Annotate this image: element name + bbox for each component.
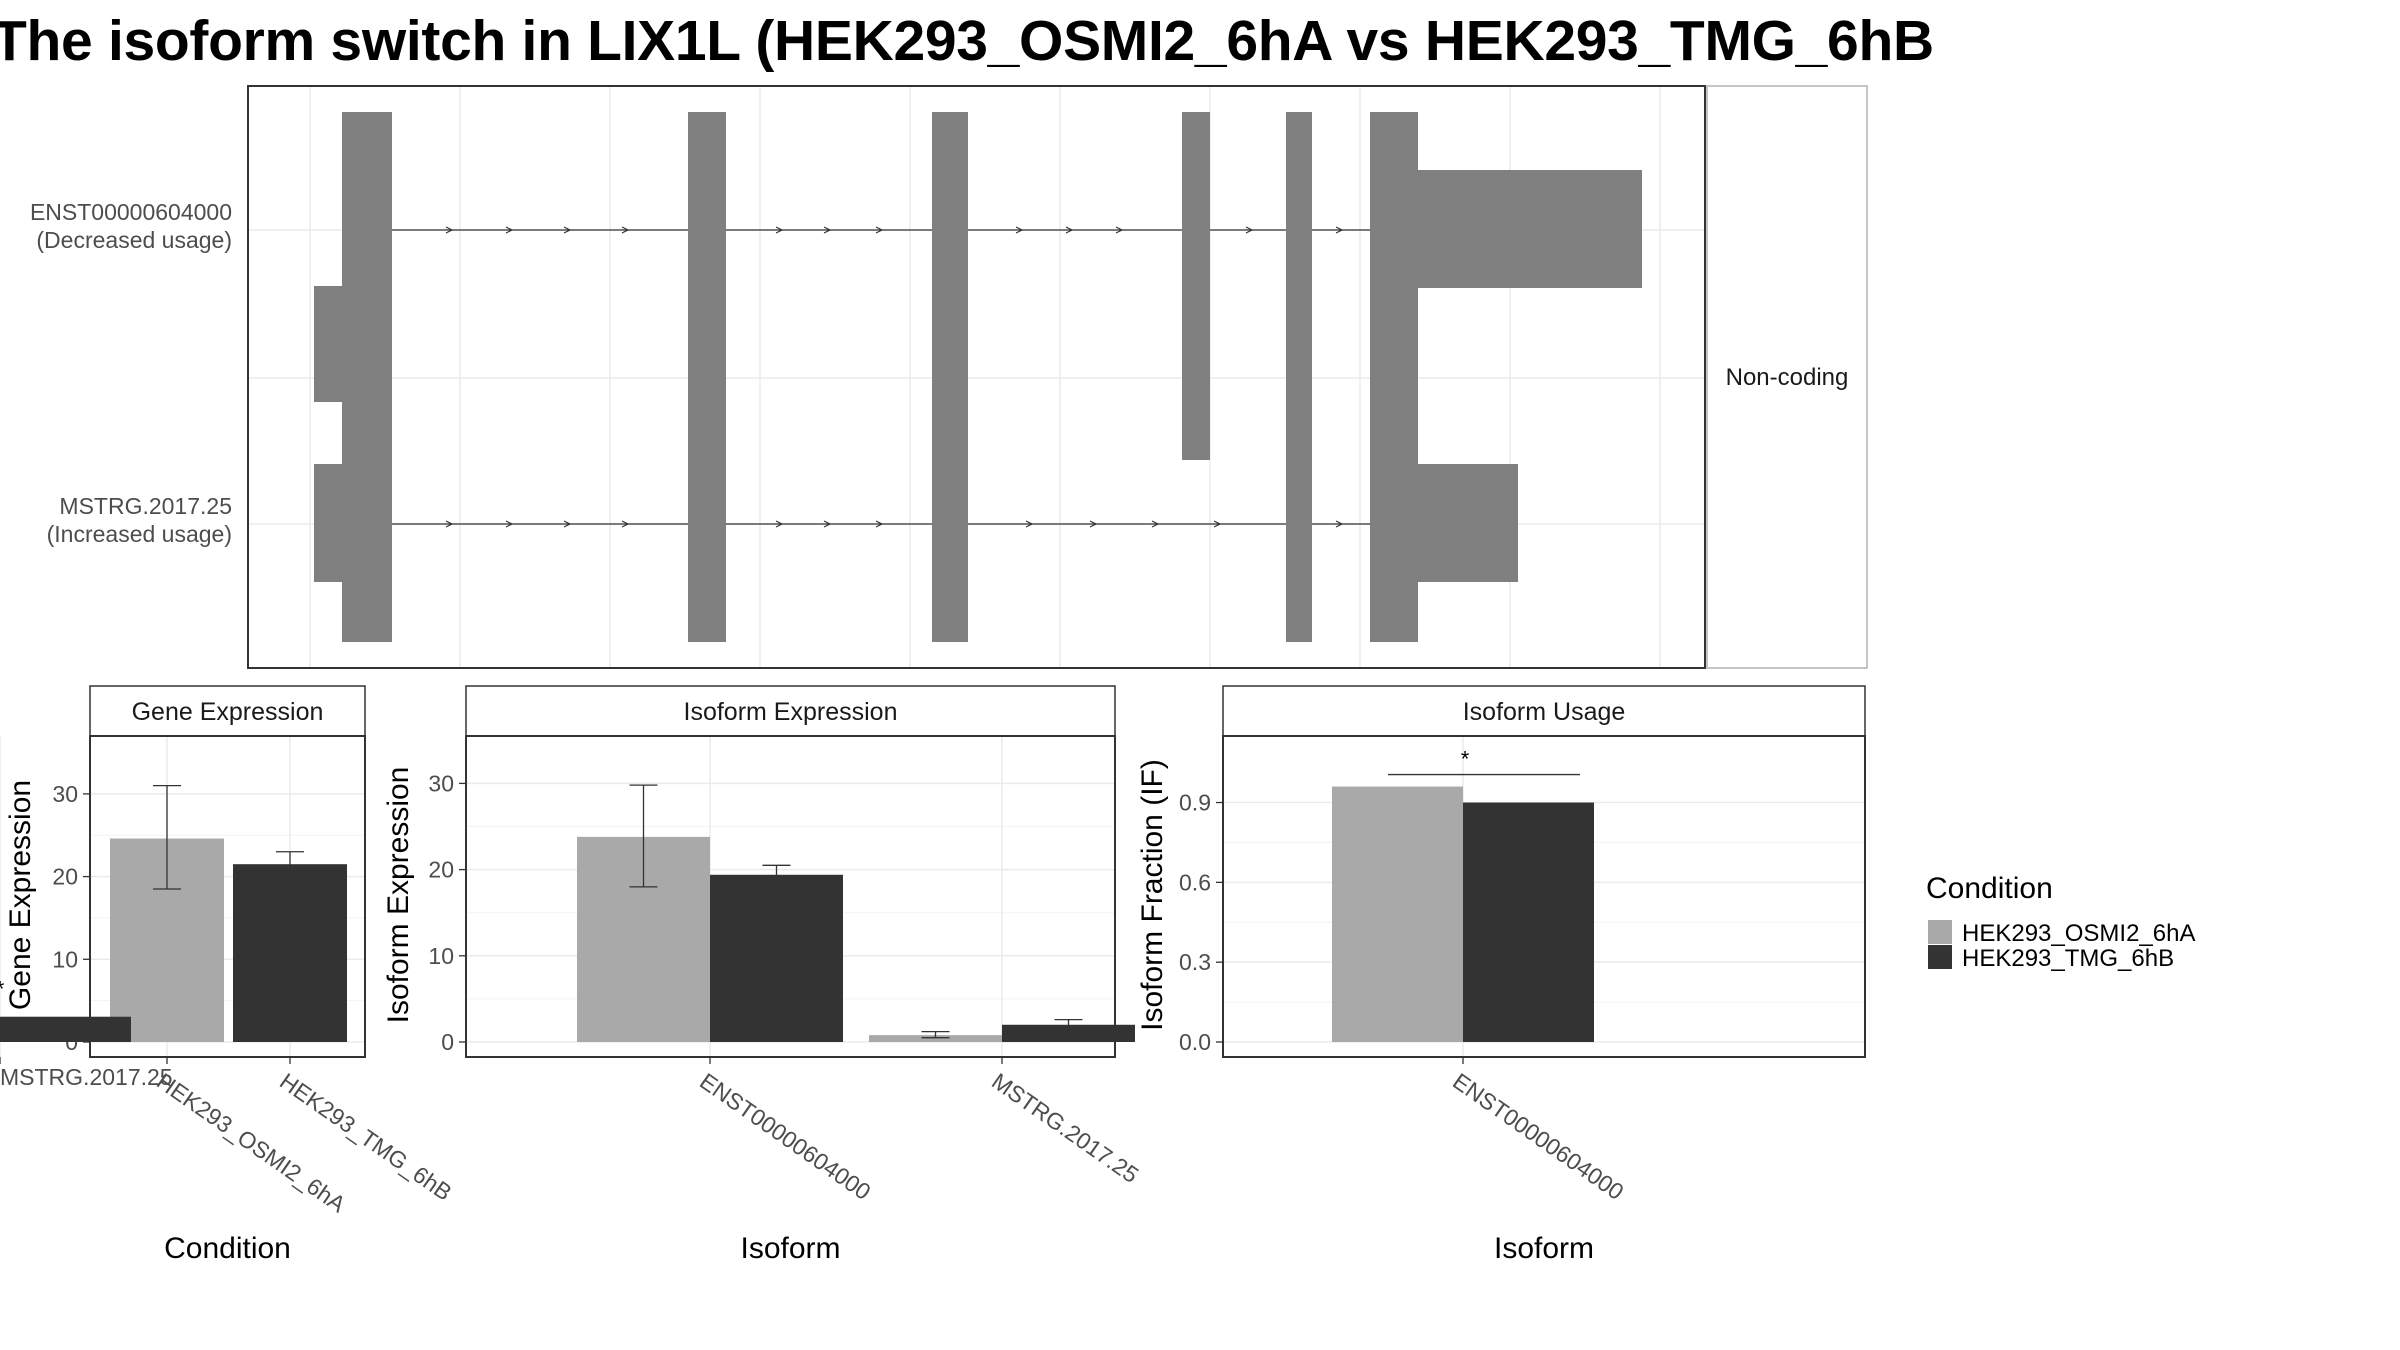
exon-block-MSTRG.2017.25 <box>1370 406 1418 642</box>
y-tick-label: 0.6 <box>1179 869 1211 895</box>
y-tick-label: 20 <box>52 864 78 890</box>
strand-arrow <box>775 520 784 528</box>
exon-block-MSTRG.2017.25 <box>688 406 726 642</box>
y-axis-title: Gene Expression <box>4 780 37 1010</box>
strand-arrow <box>563 520 572 528</box>
transcript-label: ENST00000604000 <box>30 199 232 225</box>
x-tick-label: ENST00000604000 <box>695 1068 875 1205</box>
bar-HEK293_TMG_6hB <box>1463 802 1594 1042</box>
facet-strip <box>1706 85 1868 669</box>
x-axis-title: Isoform <box>1494 1232 1594 1265</box>
legend-label: HEK293_TMG_6hB <box>1962 945 2174 972</box>
x-tick-label: MSTRG.2017.25 <box>987 1068 1143 1188</box>
exon-block-ENST00000604000 <box>1418 170 1642 288</box>
exon-block-MSTRG.2017.25 <box>932 406 968 642</box>
y-tick-label: 0.0 <box>1179 1029 1211 1055</box>
exon-block-MSTRG.2017.25 <box>314 464 344 582</box>
exon-block-MSTRG.2017.25 <box>1418 464 1518 582</box>
transcript-label: MSTRG.2017.25 <box>59 493 232 519</box>
bar-HEK293_TMG_6hB <box>710 874 843 1042</box>
bar-HEK293_TMG_6hB <box>1002 1024 1135 1042</box>
y-tick-label: 30 <box>52 781 78 807</box>
y-axis-title: Isoform Fraction (IF) <box>1136 759 1169 1031</box>
structure-panel-border <box>247 85 1706 669</box>
exon-block-MSTRG.2017.25 <box>342 406 392 642</box>
bar-HEK293_OSMI2_6hA <box>1332 786 1463 1042</box>
exon-block-ENST00000604000 <box>342 112 392 460</box>
strand-arrow <box>1115 226 1124 234</box>
legend-title: Condition <box>1926 872 2053 905</box>
x-axis-title: Isoform <box>740 1232 840 1265</box>
facet-strip-label: Non-coding <box>1726 364 1849 391</box>
y-axis-title: Isoform Expression <box>382 767 415 1024</box>
legend-swatch <box>1928 945 1952 969</box>
y-tick-label: 0.9 <box>1179 790 1211 816</box>
transcript-usage-label: (Decreased usage) <box>36 227 232 253</box>
strand-arrow <box>621 226 630 234</box>
panel-strip-label: Isoform Usage <box>1463 698 1626 726</box>
strand-arrow <box>1151 520 1160 528</box>
legend-swatch <box>1928 920 1952 944</box>
strand-arrow <box>1089 520 1098 528</box>
y-tick-label: 30 <box>428 770 454 796</box>
panel-strip <box>465 685 1116 737</box>
strand-arrow <box>505 520 514 528</box>
strand-arrow <box>1245 226 1254 234</box>
strand-arrow <box>875 520 884 528</box>
strand-arrow <box>875 226 884 234</box>
exon-block-MSTRG.2017.25 <box>1286 406 1312 642</box>
y-tick-label: 0.3 <box>1179 949 1211 975</box>
strand-arrow <box>823 520 832 528</box>
exon-block-ENST00000604000 <box>1286 112 1312 460</box>
strand-arrow <box>1015 226 1024 234</box>
plot-border <box>89 735 366 1058</box>
transcript-usage-label: (Increased usage) <box>47 521 232 547</box>
y-tick-label: 0 <box>441 1029 454 1055</box>
plot-border <box>465 735 1116 1058</box>
panel-strip <box>1222 685 1866 737</box>
legend-label: HEK293_OSMI2_6hA <box>1962 920 2195 947</box>
strand-arrow <box>775 226 784 234</box>
strand-arrow <box>563 226 572 234</box>
y-tick-label: 10 <box>52 946 78 972</box>
strand-arrow <box>445 226 454 234</box>
panel-strip-label: Gene Expression <box>132 698 324 726</box>
chart-title: The isoform switch in LIX1L (HEK293_OSMI… <box>0 9 1934 73</box>
strand-arrow <box>1335 226 1344 234</box>
plot-border <box>1222 735 1866 1058</box>
exon-block-ENST00000604000 <box>688 112 726 460</box>
strand-arrow <box>621 520 630 528</box>
strand-arrow <box>505 226 514 234</box>
x-tick-label: MSTRG.2017.25 <box>0 1064 173 1090</box>
bar-HEK293_TMG_6hB <box>0 1016 131 1042</box>
significance-star: * <box>1461 747 1470 772</box>
bar-HEK293_TMG_6hB <box>233 864 347 1042</box>
strand-arrow <box>823 226 832 234</box>
strand-arrow <box>1065 226 1074 234</box>
y-tick-label: 10 <box>428 943 454 969</box>
strand-arrow <box>1213 520 1222 528</box>
strand-arrow <box>445 520 454 528</box>
exon-block-ENST00000604000 <box>932 112 968 460</box>
bar-HEK293_OSMI2_6hA <box>869 1035 1002 1042</box>
exon-block-ENST00000604000 <box>1370 112 1418 460</box>
y-tick-label: 20 <box>428 857 454 883</box>
x-axis-title: Condition <box>164 1232 291 1265</box>
exon-block-ENST00000604000 <box>314 286 344 402</box>
significance-star: * <box>0 977 5 1002</box>
panel-strip-label: Isoform Expression <box>684 698 898 726</box>
strand-arrow <box>1025 520 1034 528</box>
x-tick-label: ENST00000604000 <box>1448 1068 1628 1205</box>
exon-block-ENST00000604000 <box>1182 112 1210 460</box>
strand-arrow <box>1335 520 1344 528</box>
